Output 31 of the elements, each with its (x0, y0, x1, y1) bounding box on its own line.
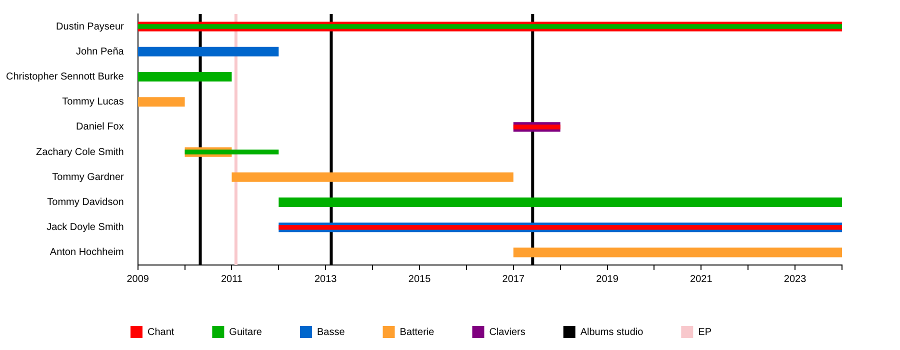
x-tick-label: 2023 (784, 274, 807, 285)
y-tick-label: John Peña (76, 46, 124, 58)
bar (232, 172, 514, 182)
legend-label: EP (698, 326, 712, 338)
bar (513, 248, 842, 258)
x-tick-label: 2009 (126, 274, 150, 285)
x-tick-label: 2019 (596, 274, 619, 285)
bar (513, 124, 560, 130)
x-tick-label: 2017 (502, 274, 525, 285)
y-tick-label: Anton Hochheim (50, 247, 124, 258)
y-tick-label: Tommy Lucas (62, 96, 124, 108)
x-tick-label: 2021 (690, 274, 713, 285)
y-tick-label: Zachary Cole Smith (36, 146, 124, 158)
bar (138, 97, 185, 107)
x-tick-label: 2015 (408, 274, 432, 285)
legend-label: Guitare (229, 326, 262, 338)
x-tick-label: 2011 (220, 274, 243, 285)
legend-label: Albums studio (580, 326, 644, 338)
y-tick-label: Daniel Fox (76, 122, 124, 133)
y-tick-label: Tommy Davidson (47, 197, 124, 208)
legend-label: Claviers (489, 326, 526, 338)
legend-label: Chant (148, 326, 174, 338)
x-tick-label: 2013 (314, 274, 338, 285)
y-tick-label: Tommy Gardner (52, 172, 125, 183)
y-tick-label: Christopher Sennott Burke (6, 72, 124, 82)
legend-label: Basse (316, 326, 346, 338)
bar (138, 46, 279, 56)
y-tick-label: Jack Doyle Smith (46, 222, 124, 234)
y-tick-label: Dustin Payseur (56, 21, 125, 32)
legend-label: Batterie (400, 326, 435, 338)
bar (278, 224, 842, 230)
